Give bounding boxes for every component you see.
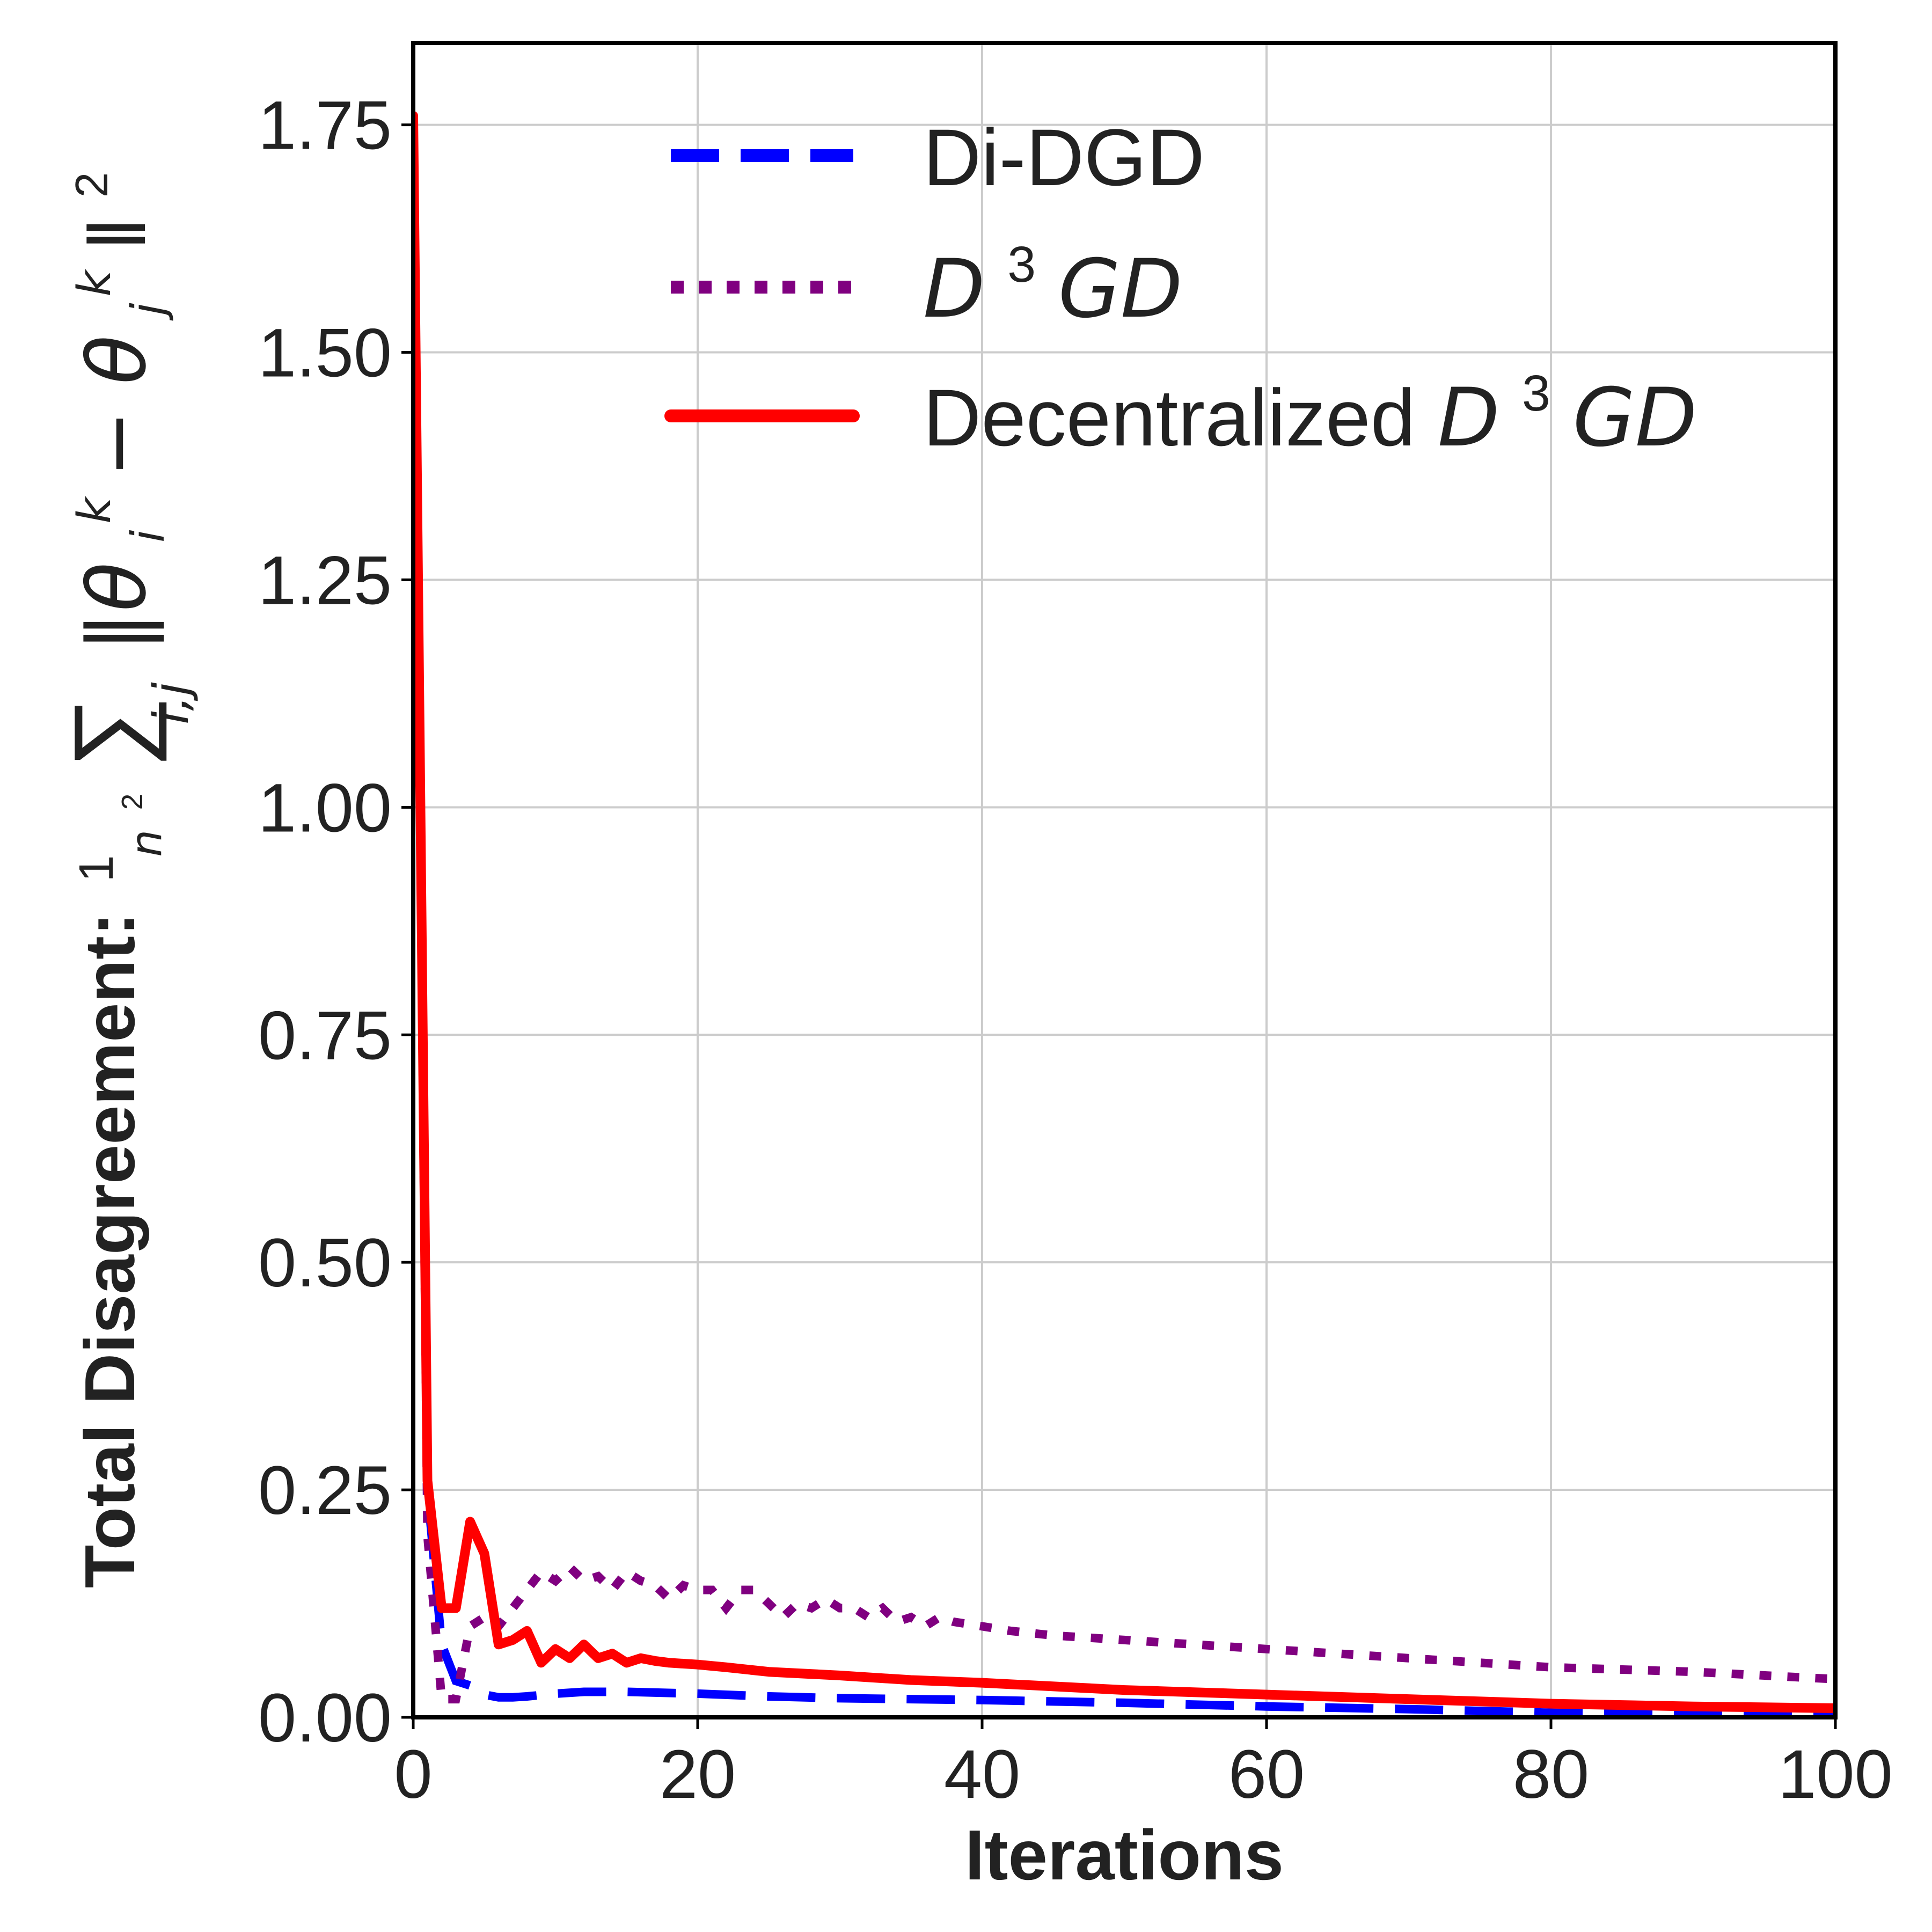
legend-label-di-dgd: Di-DGD — [923, 112, 1205, 202]
y-axis-sum-sub: i,j — [143, 682, 200, 724]
x-tick-label: 80 — [1513, 1736, 1589, 1813]
y-axis-title-prefix: Total Disagreement: — [70, 912, 149, 1588]
svg-text:Total Disagreement: 1: Total Disagreement: 1 n 2 ∑ i,j ‖θ i k −… — [46, 172, 203, 1588]
legend-label-d3gd-sup: 3 — [1007, 236, 1036, 293]
legend: Di-DGD D 3 GD Decentralized D 3 GD — [664, 112, 1697, 465]
y-axis-expr-sup-k1: k — [68, 496, 121, 524]
plot-area — [413, 111, 1835, 1717]
y-axis-expr-sub-j: j — [122, 303, 175, 321]
legend-label-di-dgd-text: Di-DGD — [923, 112, 1205, 202]
y-tick-label: 0.75 — [258, 997, 392, 1074]
y-tick-label: 1.25 — [258, 542, 392, 619]
axis-ticks: 0 20 40 60 80 100 0.00 0.25 0.50 0.75 1.00 1.25 1.50… — [258, 87, 1893, 1813]
legend-label-d3gd-tail: GD — [1058, 243, 1183, 336]
y-axis-frac-num: 1 — [70, 855, 123, 882]
y-tick-label: 1.50 — [258, 315, 392, 392]
y-axis-frac-den-exp: 2 — [115, 794, 149, 810]
series-layer — [413, 111, 1835, 1717]
legend-label-d3gd-base: D — [923, 243, 985, 336]
x-tick-label: 40 — [944, 1736, 1020, 1813]
y-axis-expr-sup-k2: k — [68, 269, 121, 297]
y-tick-label: 1.00 — [258, 770, 392, 846]
legend-label-decentralized-text: Decentralized — [923, 372, 1438, 463]
legend-label-d3gd: D 3 GD — [923, 209, 1182, 336]
series-line-d3gd — [413, 115, 1835, 1704]
y-axis-expr-minus: − θ — [71, 335, 164, 478]
y-tick-label: 0.25 — [258, 1452, 392, 1529]
y-tick-label: 0.00 — [258, 1680, 392, 1757]
y-tick-label: 0.50 — [258, 1225, 392, 1301]
y-axis-expr-close: ‖ — [72, 217, 162, 251]
y-axis-sum-symbol: ∑ — [53, 696, 167, 768]
y-axis-expr-open: ‖θ — [71, 562, 164, 652]
legend-label-decentralized-d3gd: Decentralized D 3 GD — [923, 338, 1697, 465]
legend-label-decentralized-sup: 3 — [1522, 365, 1550, 422]
x-tick-label: 20 — [660, 1736, 736, 1813]
x-tick-label: 100 — [1778, 1736, 1893, 1813]
plot-frame — [411, 41, 1838, 1719]
x-axis-title: Iterations — [965, 1816, 1284, 1894]
x-tick-label: 0 — [394, 1736, 432, 1813]
series-line-decentralized-d3gd — [413, 111, 1835, 1713]
y-axis-title: Total Disagreement: 1 n 2 ∑ i,j ‖θ i k −… — [46, 172, 203, 1588]
legend-label-decentralized-base: D — [1438, 371, 1500, 465]
y-axis-expr-sub-i: i — [122, 530, 175, 543]
y-tick-label: 1.75 — [258, 87, 392, 164]
x-tick-label: 60 — [1228, 1736, 1305, 1813]
legend-label-decentralized-tail: GD — [1573, 371, 1697, 465]
series-line-di-dgd — [413, 115, 1835, 1717]
y-axis-frac-den: n — [121, 830, 171, 857]
y-axis-expr-exp: 2 — [67, 172, 118, 197]
